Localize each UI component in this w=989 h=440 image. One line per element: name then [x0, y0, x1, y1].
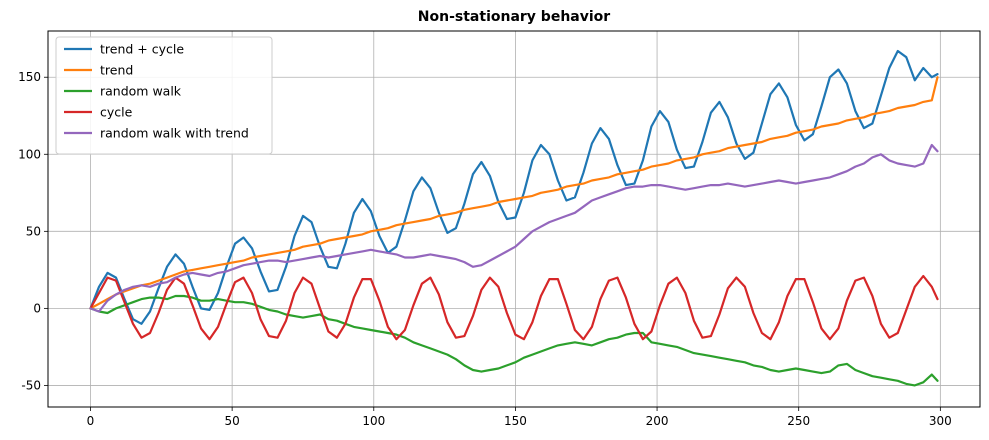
- x-tick-label: 300: [929, 414, 952, 428]
- chart-title: Non-stationary behavior: [418, 9, 610, 25]
- series-line-trend-cycle: [89, 49, 939, 325]
- series-lines: [89, 49, 939, 387]
- series-line-random-walk-with-trend: [89, 143, 939, 313]
- series-line-cycle: [89, 274, 939, 341]
- legend-label-random-walk-with-trend: random walk with trend: [100, 126, 249, 141]
- plot-frame: [47, 30, 981, 408]
- x-tick-label: 0: [87, 414, 95, 428]
- legend-label-cycle: cycle: [100, 105, 133, 120]
- series-line-trend: [89, 76, 939, 310]
- x-tick-label: 250: [787, 414, 810, 428]
- x-tick-label: 50: [224, 414, 239, 428]
- x-tick-label: 100: [362, 414, 385, 428]
- series-line-random-walk: [89, 294, 939, 387]
- y-tick-label: 50: [26, 224, 41, 238]
- ticks: 0 50 100 150 200 250 300 -50 0 50 100 150: [18, 70, 952, 428]
- legend-label-random-walk: random walk: [100, 84, 182, 99]
- x-tick-label: 200: [646, 414, 669, 428]
- y-tick-label: 0: [33, 301, 41, 315]
- y-tick-label: -50: [21, 378, 41, 392]
- legend: trend + cycle trend random walk cycle random…: [55, 36, 273, 155]
- y-tick-label: 150: [18, 70, 41, 84]
- legend-box: [55, 36, 273, 155]
- y-tick-label: 100: [18, 147, 41, 161]
- legend-label-trend-cycle: trend + cycle: [100, 42, 184, 57]
- x-tick-label: 150: [504, 414, 527, 428]
- legend-label-trend: trend: [100, 63, 133, 78]
